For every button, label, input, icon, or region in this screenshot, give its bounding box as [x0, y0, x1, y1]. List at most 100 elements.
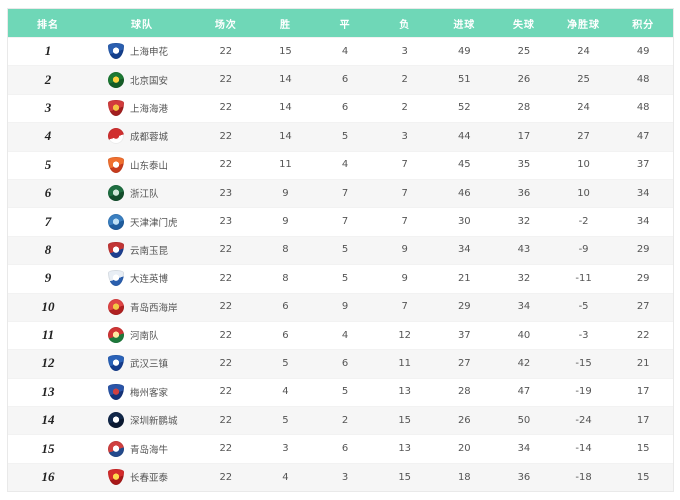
draw-cell: 3	[341, 471, 349, 483]
played-cell: 22	[219, 74, 233, 86]
points-cell: 29	[636, 244, 650, 256]
rank-cell: 14	[41, 412, 55, 428]
goals_against-cell: 47	[517, 386, 531, 398]
table-header: 排名 球队 场次 胜 平 负 进球 失球 净胜球 积分	[8, 9, 673, 37]
column-header-rank: 排名	[37, 19, 59, 31]
team-name: 天津津门虎	[130, 217, 178, 229]
team-cell: 浙江队	[88, 185, 196, 202]
win-cell: 6	[282, 329, 289, 341]
team-name: 北京国安	[130, 75, 169, 87]
played-cell: 22	[219, 357, 233, 369]
points-cell: 37	[636, 159, 650, 171]
team-cell: 长春亚泰	[88, 469, 196, 486]
column-header-team: 球队	[131, 19, 153, 31]
team-cell: 上海申花	[88, 43, 196, 60]
goals_for-cell: 44	[457, 130, 471, 142]
goal_diff-cell: 10	[577, 187, 590, 199]
goal_diff-cell: -14	[575, 443, 592, 455]
table-row[interactable]: 13 梅州客家 22 4 5 13 28 47 -19 17	[8, 378, 673, 406]
team-cell: 北京国安	[88, 71, 196, 88]
table-row[interactable]: 4 成都蓉城 22 14 5 3 44 17 27 47	[8, 122, 673, 151]
table-row[interactable]: 14 深圳新鹏城 22 5 2 15 26 50 -24 17	[8, 406, 673, 435]
rank-cell: 16	[41, 469, 55, 485]
table-row[interactable]: 3 上海海港 22 14 6 2 52 28 24 48	[8, 94, 673, 122]
table-row[interactable]: 12 武汉三镇 22 5 6 11 27 42 -15 21	[8, 349, 673, 378]
table-row[interactable]: 1 上海申花 22 15 4 3 49 25 24 49	[8, 37, 673, 65]
team-cell: 上海海港	[88, 99, 196, 116]
goals_for-cell: 49	[457, 45, 471, 57]
team-name: 大连英博	[130, 274, 169, 286]
table-row[interactable]: 9 大连英博 22 8 5 9 21 32 -11 29	[8, 264, 673, 292]
table-row[interactable]: 7 天津津门虎 23 9 7 7 30 32 -2 34	[8, 207, 673, 235]
draw-cell: 4	[341, 45, 349, 57]
team-cell: 青岛海牛	[88, 440, 196, 457]
standings-table: 排名 球队 场次胜平负进球 失球 净胜球 积分 1 上海申花 22 15 4 3 49 25 24 49 2 北…	[7, 8, 674, 493]
played-cell: 22	[219, 272, 233, 284]
rank-cell: 4	[44, 128, 52, 144]
draw-cell: 6	[341, 443, 349, 455]
win-cell: 9	[282, 216, 289, 228]
table-row[interactable]: 8 云南玉昆 22 8 5 9 34 43 -9 29	[8, 235, 673, 265]
goals_against-cell: 43	[517, 244, 531, 256]
rank-cell: 13	[41, 383, 55, 399]
played-cell: 23	[219, 187, 233, 199]
team-name: 青岛海牛	[130, 444, 169, 456]
played-cell: 22	[219, 244, 233, 256]
table-row[interactable]: 6 浙江队 23 9 7 7 46 36 10 34	[8, 178, 673, 208]
points-cell: 17	[636, 386, 650, 398]
win-cell: 4	[282, 471, 289, 483]
goals_against-cell: 36	[517, 471, 531, 483]
column-header-goal_diff: 净胜球	[567, 19, 601, 31]
goals_against-cell: 32	[517, 216, 531, 228]
win-cell: 11	[279, 159, 292, 171]
team-logo-icon	[108, 128, 124, 145]
team-logo-icon	[108, 327, 124, 344]
win-cell: 4	[282, 386, 289, 398]
goals_for-cell: 30	[457, 216, 471, 228]
goal_diff-cell: 27	[577, 130, 590, 142]
team-name: 河南队	[130, 331, 159, 343]
team-logo-icon	[108, 99, 124, 116]
draw-cell: 5	[341, 130, 349, 142]
points-cell: 48	[636, 102, 650, 114]
table-row[interactable]: 10 青岛西海岸 22 6 9 7 29 34 -5 27	[8, 292, 673, 321]
team-logo-icon	[108, 355, 124, 372]
team-cell: 武汉三镇	[88, 355, 196, 372]
rank-cell: 15	[41, 440, 55, 456]
team-name: 上海申花	[130, 47, 169, 59]
team-name: 青岛西海岸	[130, 302, 178, 314]
played-cell: 22	[219, 443, 233, 455]
draw-cell: 2	[341, 414, 349, 426]
loss-cell: 3	[401, 45, 408, 57]
table-row[interactable]: 5 山东泰山 22 11 4 7 45 35 10 37	[8, 151, 673, 179]
goals_against-cell: 50	[517, 414, 531, 426]
rank-cell: 5	[44, 156, 52, 172]
goals_for-cell: 20	[457, 443, 471, 455]
points-cell: 34	[636, 187, 650, 199]
draw-cell: 5	[341, 272, 349, 284]
goals_against-cell: 34	[517, 443, 531, 455]
goal_diff-cell: -11	[575, 272, 592, 284]
table-row[interactable]: 2 北京国安 22 14 6 2 51 26 25 48	[8, 65, 673, 94]
goals_against-cell: 40	[517, 329, 531, 341]
draw-cell: 7	[341, 187, 349, 199]
loss-cell: 3	[401, 130, 408, 142]
rank-cell: 1	[44, 43, 52, 59]
team-cell: 云南玉昆	[88, 241, 196, 258]
team-name: 深圳新鹏城	[130, 416, 178, 428]
goals_for-cell: 34	[457, 244, 471, 256]
table-row[interactable]: 11 河南队 22 6 4 12 37 40 -3 22	[8, 321, 673, 349]
draw-cell: 9	[341, 301, 349, 313]
goals_for-cell: 29	[457, 301, 471, 313]
table-row[interactable]: 15 青岛海牛 22 3 6 13 20 34 -14 15	[8, 434, 673, 462]
table-row[interactable]: 16 长春亚泰 22 4 3 15 18 36 -18 15	[8, 462, 673, 492]
draw-cell: 4	[341, 159, 349, 171]
rank-cell: 8	[44, 241, 52, 257]
team-logo-icon	[108, 469, 124, 486]
goals_for-cell: 21	[457, 272, 471, 284]
team-logo-icon	[108, 298, 124, 315]
win-cell: 6	[282, 301, 289, 313]
draw-cell: 6	[341, 74, 349, 86]
win-cell: 5	[282, 414, 289, 426]
goal_diff-cell: 24	[577, 45, 590, 57]
